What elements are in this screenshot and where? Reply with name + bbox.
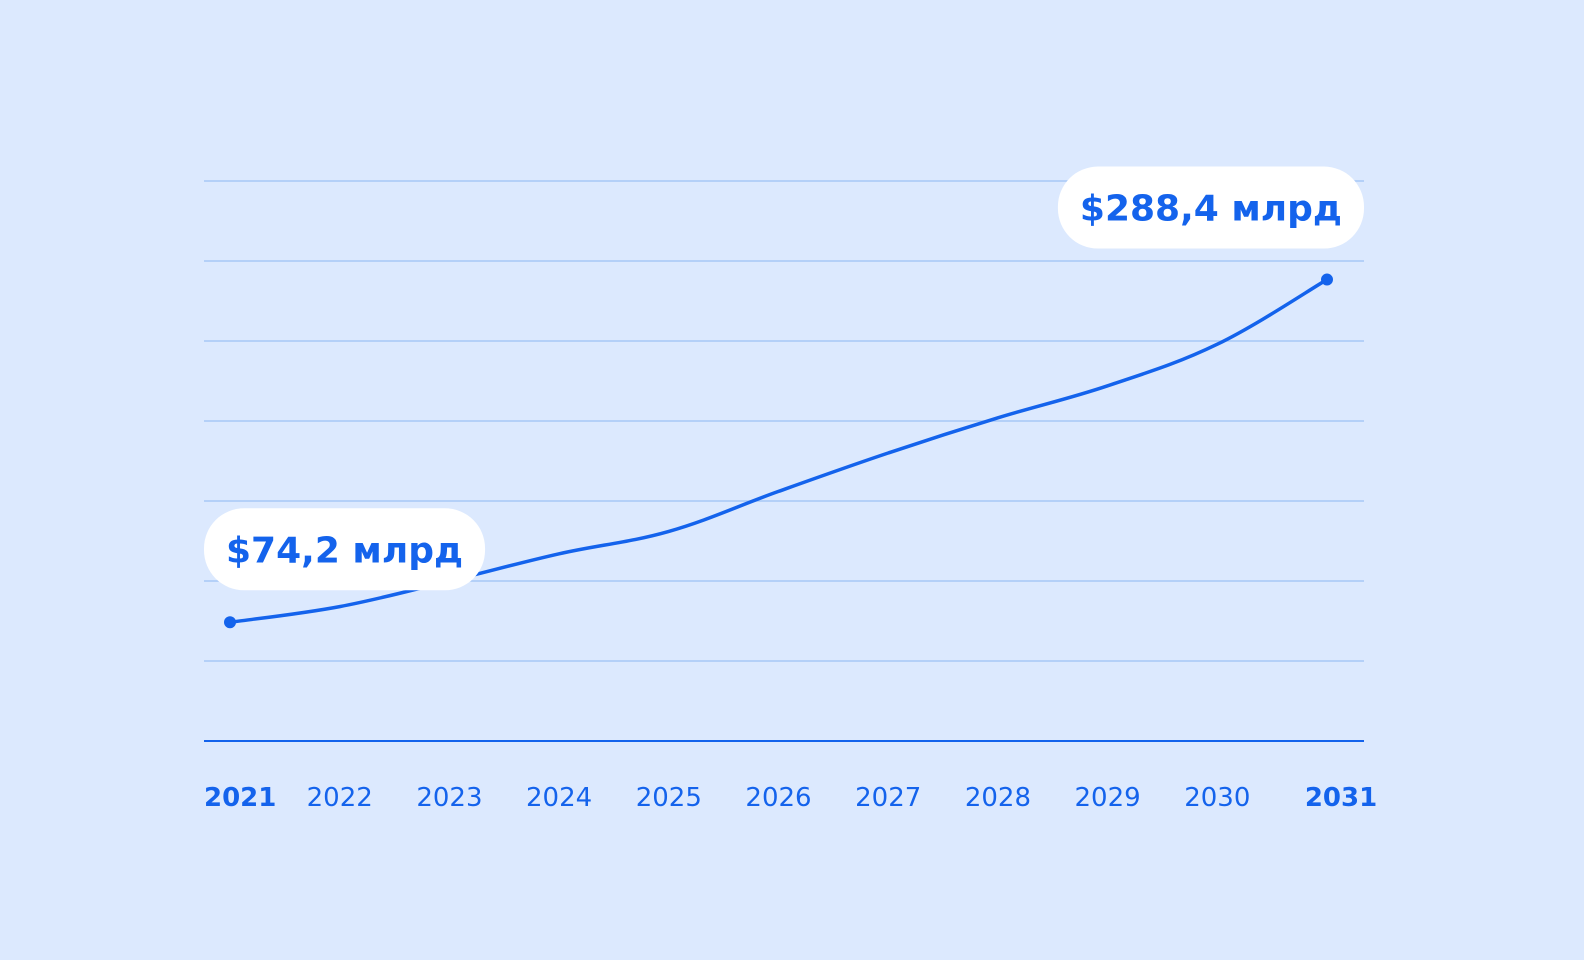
- x-tick-labels: 2021 2022 2023 2024 2025 2026 2027 2028 2029 2030…: [204, 783, 1377, 813]
- x-tick-label: 2030: [1184, 783, 1250, 813]
- end-point: [1321, 273, 1333, 286]
- x-tick-label: 2022: [307, 783, 373, 813]
- x-tick-label: 2025: [636, 783, 702, 813]
- callout-pill: [204, 508, 486, 591]
- callout-label: $74,2 млрд: [226, 530, 463, 571]
- callout: $74,2 млрд: [204, 508, 486, 591]
- callout-pill: [1057, 166, 1364, 249]
- callouts: $74,2 млрд $288,4 млрд: [204, 166, 1364, 591]
- x-tick-label: 2027: [855, 783, 921, 813]
- x-tick-label: 2024: [526, 783, 592, 813]
- x-tick-label: 2021: [204, 783, 276, 813]
- callout-label: $288,4 млрд: [1080, 189, 1342, 230]
- x-tick-label: 2026: [745, 783, 811, 813]
- x-tick-label: 2031: [1305, 783, 1377, 813]
- x-tick-label: 2028: [965, 783, 1031, 813]
- callout: $288,4 млрд: [1057, 166, 1364, 249]
- start-point: [224, 616, 236, 629]
- x-tick-label: 2029: [1075, 783, 1141, 813]
- x-tick-label: 2023: [416, 783, 482, 813]
